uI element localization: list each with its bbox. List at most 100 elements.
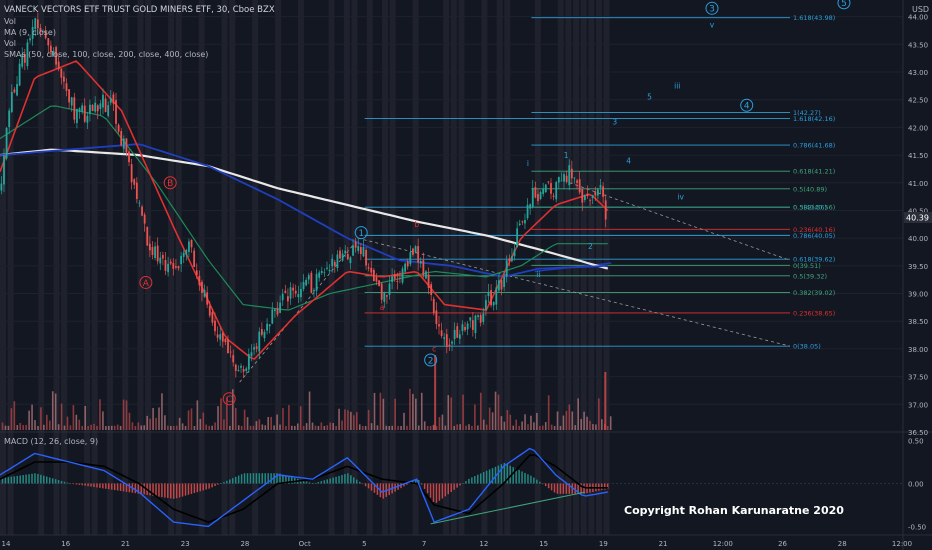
volume-bar (586, 416, 588, 430)
macd-histogram-bar (456, 483, 458, 488)
volume-bar (539, 425, 541, 430)
volume-bar (167, 425, 169, 430)
volume-bar (580, 418, 582, 430)
volume-bar (311, 422, 314, 430)
volume-bar (606, 425, 609, 430)
candle-body (281, 293, 284, 301)
price-tick-label: 39.50 (908, 263, 928, 271)
candle-body (542, 188, 545, 194)
candle-body (550, 183, 552, 194)
macd-histogram-bar (19, 475, 21, 484)
volume-bar (288, 405, 290, 430)
time-tick-label: 7 (422, 540, 426, 548)
candle-body (448, 344, 451, 346)
candle-body (386, 295, 388, 297)
wave-label: v (710, 21, 715, 30)
candle-body (313, 289, 315, 292)
candle-body (292, 287, 295, 291)
macd-histogram-bar (128, 483, 131, 493)
macd-histogram-bar (205, 483, 207, 490)
macd-histogram-bar (279, 473, 281, 484)
candle-body (359, 247, 362, 255)
candle-body (99, 103, 102, 109)
volume-bar (237, 425, 240, 430)
session-band (53, 0, 60, 535)
macd-histogram-bar (426, 483, 429, 494)
macd-histogram-bar (291, 477, 293, 484)
candle-body (227, 339, 229, 354)
candle-body (490, 290, 492, 306)
macd-histogram-bar (105, 483, 107, 489)
macd-histogram-bar (31, 473, 33, 484)
macd-histogram-bar (190, 483, 193, 494)
macd-histogram-bar (601, 483, 603, 491)
candle-body (419, 260, 422, 264)
volume-bar (604, 372, 607, 430)
candle-body (193, 250, 196, 267)
candle-body (172, 262, 175, 269)
volume-bar (208, 425, 210, 430)
macd-histogram-bar (84, 483, 86, 486)
candle-body (453, 329, 456, 340)
macd-histogram-bar (329, 478, 331, 484)
candle-body (427, 274, 430, 288)
volume-bar (358, 424, 361, 430)
candle-body (289, 287, 292, 299)
candle-body (573, 177, 576, 179)
wave-label: 4 (626, 156, 631, 165)
volume-bar (509, 414, 512, 430)
volume-bar (521, 421, 523, 430)
candle-body (273, 309, 276, 312)
macd-histogram-bar (491, 468, 494, 484)
volume-bar (344, 409, 346, 430)
candle-body (599, 185, 602, 188)
wave-label: ii (536, 270, 540, 279)
candle-body (13, 89, 16, 93)
wave-label: 2 (588, 242, 593, 251)
volume-bar (373, 392, 376, 430)
candle-body (349, 257, 352, 264)
candle-body (352, 245, 354, 256)
session-band (38, 0, 45, 535)
volume-bar (317, 425, 320, 430)
macd-histogram-bar (364, 483, 367, 487)
volume-bar (22, 425, 25, 430)
macd-histogram-bar (521, 471, 523, 484)
volume-bar (409, 388, 411, 430)
volume-bar (105, 425, 107, 430)
candle-body (380, 283, 383, 300)
candle-body (498, 280, 500, 291)
session-band (412, 0, 419, 535)
indicator-vol-1: Vol (4, 17, 16, 26)
candle-body (586, 193, 589, 196)
macd-histogram-bar (485, 470, 488, 484)
volume-bar (426, 425, 429, 430)
candle-body (596, 189, 599, 196)
macd-histogram-bar (28, 474, 30, 484)
candle-body (29, 38, 31, 41)
macd-histogram-bar (285, 475, 287, 484)
fib-label: 0.786(40.05) (793, 232, 835, 240)
time-tick-label: Oct (299, 540, 311, 548)
candle-body (65, 83, 68, 91)
candle-body (55, 47, 57, 65)
macd-histogram-bar (453, 483, 455, 490)
macd-histogram-bar (350, 475, 352, 484)
volume-bar (500, 416, 503, 430)
candle-body (310, 272, 313, 293)
macd-histogram-bar (181, 483, 184, 497)
volume-bar (164, 415, 166, 430)
candle-body (39, 27, 42, 32)
volume-bar (196, 400, 199, 430)
macd-histogram-bar (568, 483, 571, 494)
candle-body (435, 310, 438, 325)
volume-bar (524, 414, 526, 430)
macd-histogram-bar (541, 483, 544, 485)
candles (0, 12, 607, 379)
macd-histogram-bar (155, 483, 157, 497)
macd-histogram-bar (175, 483, 178, 499)
macd-histogram-bar (99, 483, 101, 488)
session-band (275, 0, 282, 535)
fib-label: 0.786(41.68) (793, 142, 835, 150)
